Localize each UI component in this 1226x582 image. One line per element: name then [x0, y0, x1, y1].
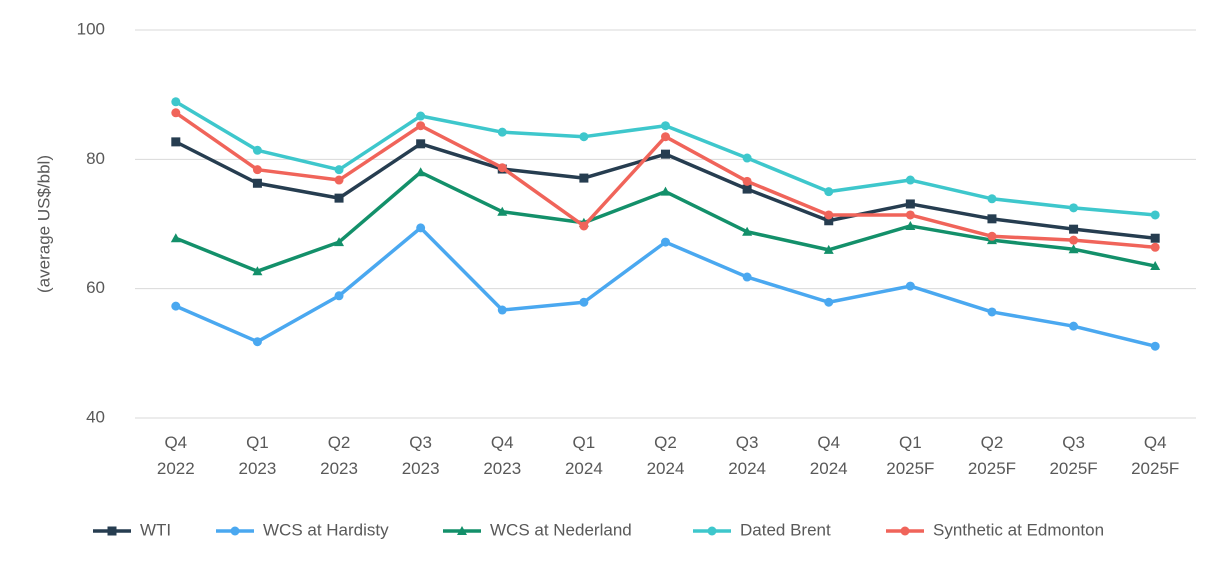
- marker: [1068, 244, 1079, 254]
- marker: [742, 226, 753, 236]
- x-tick-label: Q4 2023: [483, 433, 522, 478]
- marker: [1069, 203, 1079, 213]
- x-tick-label: Q2 2024: [646, 433, 685, 478]
- marker: [823, 244, 834, 254]
- marker: [824, 297, 834, 307]
- marker: [742, 184, 752, 194]
- marker: [171, 137, 181, 147]
- marker: [824, 210, 834, 220]
- marker: [1150, 261, 1161, 271]
- marker: [416, 111, 426, 121]
- marker: [416, 121, 426, 131]
- marker: [334, 291, 344, 301]
- y-tick-label: 60: [86, 278, 105, 297]
- marker: [171, 97, 181, 107]
- legend-label: Synthetic at Edmonton: [933, 520, 1104, 539]
- marker: [661, 237, 670, 247]
- marker: [987, 307, 997, 317]
- marker: [661, 132, 670, 142]
- marker: [107, 526, 117, 536]
- legend-label: WCS at Hardisty: [263, 520, 389, 539]
- x-tick-label: Q2 2025F: [967, 433, 1017, 478]
- x-tick-label: Q3 2025F: [1049, 433, 1098, 478]
- marker: [334, 237, 345, 247]
- marker: [252, 337, 262, 347]
- marker: [661, 149, 670, 159]
- marker: [1150, 233, 1160, 243]
- marker: [987, 231, 997, 241]
- x-tick-label: Q3 2023: [401, 433, 440, 478]
- marker: [987, 194, 997, 204]
- marker: [987, 214, 997, 224]
- marker: [415, 167, 426, 177]
- marker: [660, 186, 671, 196]
- marker: [661, 121, 670, 131]
- y-tick-label: 80: [86, 149, 105, 168]
- marker: [1150, 242, 1160, 252]
- marker: [742, 272, 752, 282]
- marker: [334, 193, 344, 203]
- marker: [497, 163, 507, 173]
- marker: [1069, 224, 1079, 234]
- marker: [334, 165, 344, 175]
- marker: [579, 221, 589, 231]
- marker: [824, 187, 834, 197]
- marker: [900, 526, 910, 536]
- legend-label: Dated Brent: [740, 520, 831, 539]
- y-axis-label: (average US$/bbl): [34, 155, 53, 293]
- marker: [707, 526, 717, 536]
- marker: [1150, 210, 1160, 220]
- x-tick-label: Q1 2023: [238, 433, 277, 478]
- y-tick-label: 100: [77, 19, 105, 38]
- marker: [252, 165, 262, 175]
- marker: [334, 175, 344, 185]
- marker: [497, 127, 507, 137]
- marker: [824, 216, 834, 226]
- marker: [230, 526, 240, 536]
- x-tick-label: Q1 2025F: [886, 433, 935, 478]
- marker: [905, 175, 915, 185]
- marker: [742, 176, 752, 186]
- marker: [252, 145, 262, 155]
- legend-label: WCS at Nederland: [490, 520, 632, 539]
- marker: [905, 220, 916, 230]
- x-tick-label: Q4 2024: [809, 433, 848, 478]
- marker: [170, 233, 181, 243]
- marker: [497, 206, 508, 216]
- marker: [416, 139, 426, 149]
- x-tick-label: Q3 2024: [728, 433, 767, 478]
- marker: [1150, 341, 1160, 351]
- y-tick-label: 40: [86, 407, 105, 426]
- marker: [905, 281, 915, 291]
- marker: [171, 108, 181, 118]
- marker: [497, 305, 507, 315]
- marker: [579, 297, 589, 307]
- marker: [579, 173, 589, 183]
- x-tick-label: Q2 2023: [320, 433, 358, 478]
- marker: [416, 223, 426, 233]
- x-tick-label: Q1 2024: [564, 433, 603, 478]
- marker: [1069, 235, 1079, 245]
- marker: [252, 178, 262, 188]
- legend-label: WTI: [140, 520, 171, 539]
- marker: [171, 301, 181, 311]
- marker: [457, 526, 467, 535]
- marker: [579, 132, 589, 142]
- marker: [905, 210, 915, 220]
- marker: [1069, 321, 1079, 331]
- marker: [742, 153, 752, 163]
- marker: [905, 199, 915, 209]
- marker: [252, 266, 263, 276]
- x-tick-label: Q4 2025F: [1131, 433, 1180, 478]
- x-tick-label: Q4 2022: [156, 433, 195, 478]
